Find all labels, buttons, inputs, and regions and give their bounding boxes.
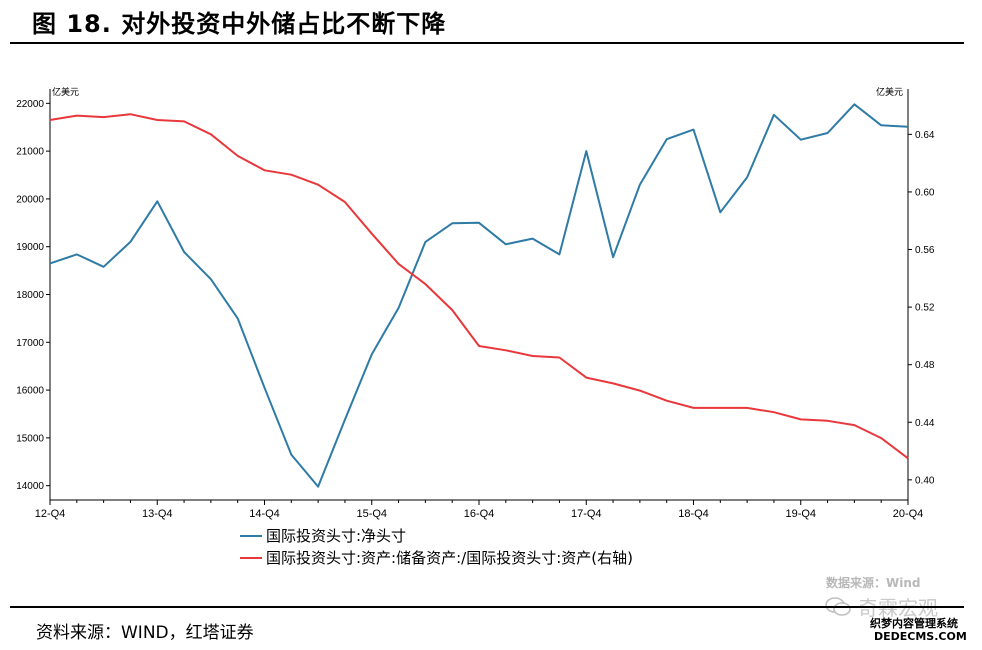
chart: 14000 15000 16000 17000 18000 19000 20000 21000…: [16, 86, 935, 567]
watermark-source: 数据来源：Wind: [826, 576, 921, 590]
figure-title: 图 18. 对外投资中外储占比不断下降: [32, 10, 447, 38]
x-tick-label: 14-Q4: [249, 508, 280, 520]
left-tick-label: 17000: [16, 338, 44, 349]
left-axis-unit: 亿美元: [52, 86, 79, 98]
right-tick-label: 0.40: [915, 475, 935, 486]
right-tick-label: 0.64: [915, 130, 935, 141]
series-line-net-position: [49, 103, 909, 488]
chart-axes: [49, 89, 909, 501]
left-tick-label: 20000: [16, 194, 44, 205]
legend-label-reserve-ratio: 国际投资头寸:资产:储备资产:/国际投资头寸:资产(右轴): [266, 549, 633, 567]
x-tick-label: 17-Q4: [571, 508, 602, 520]
left-tick-label: 15000: [16, 433, 44, 444]
watermark-cms: 织梦内容管理系统: [870, 617, 958, 630]
data-source-note: 资料来源：WIND，红塔证券: [36, 623, 254, 643]
legend: 国际投资头寸:净头寸 国际投资头寸:资产:储备资产:/国际投资头寸:资产(右轴): [240, 527, 633, 567]
left-tick-label: 16000: [16, 386, 44, 397]
series-lines: [49, 103, 909, 488]
right-axis-unit: 亿美元: [876, 86, 903, 98]
x-tick-label: 20-Q4: [893, 508, 924, 520]
watermark-brand: 奇霖宏观: [858, 596, 938, 620]
left-axis-ticks: 14000 15000 16000 17000 18000 19000 20000 21000…: [16, 99, 50, 492]
top-rule: [10, 42, 964, 44]
bottom-rule: [10, 606, 964, 608]
left-tick-label: 14000: [16, 481, 44, 492]
left-tick-label: 21000: [16, 147, 44, 158]
x-tick-label: 18-Q4: [678, 508, 709, 520]
watermark-site: DEDECMS.COM: [874, 630, 967, 643]
right-tick-label: 0.48: [915, 360, 935, 371]
x-tick-label: 19-Q4: [785, 508, 816, 520]
right-tick-label: 0.60: [915, 187, 935, 198]
right-tick-label: 0.52: [915, 303, 935, 314]
left-tick-label: 22000: [16, 99, 44, 110]
right-axis-ticks: 0.40 0.44 0.48 0.52 0.56 0.60 0.64: [908, 130, 935, 486]
x-tick-label: 16-Q4: [464, 508, 495, 520]
series-line-reserve-ratio: [49, 113, 909, 460]
left-tick-label: 19000: [16, 242, 44, 253]
x-tick-label: 13-Q4: [142, 508, 173, 520]
x-axis-ticks: 12-Q4 13-Q4 14-Q4 15-Q4 16-Q4 17-Q4 18-Q4 19-Q4…: [35, 500, 924, 520]
legend-label-net-position: 国际投资头寸:净头寸: [266, 527, 406, 545]
x-tick-label: 15-Q4: [356, 508, 387, 520]
x-tick-label: 12-Q4: [35, 508, 66, 520]
right-tick-label: 0.44: [915, 418, 935, 429]
right-tick-label: 0.56: [915, 245, 935, 256]
left-tick-label: 18000: [16, 290, 44, 301]
